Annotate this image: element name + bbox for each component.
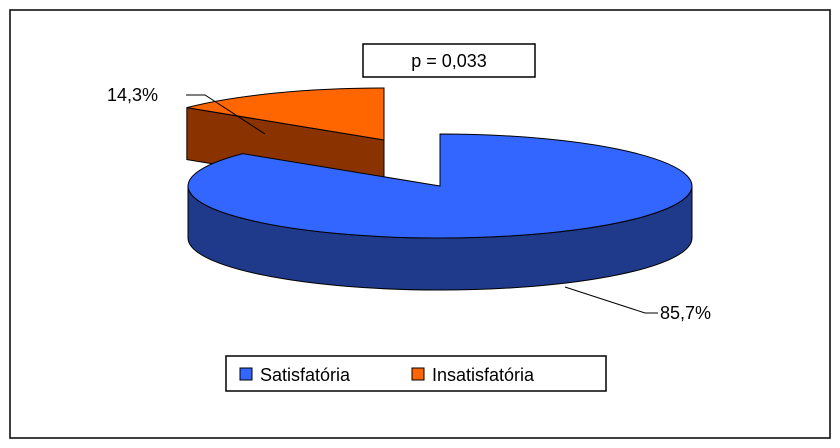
pie-group	[186, 87, 693, 291]
data-label-satisfatoria: 85,7%	[660, 303, 711, 323]
leader-line-insatisfatoria	[186, 94, 266, 135]
pie-slice-satisfatoria	[187, 133, 693, 239]
legend-swatch-satisfatoria	[239, 367, 253, 381]
legend-swatch-insatisfatoria	[411, 367, 425, 381]
annotation-text: p = 0,033	[411, 51, 487, 71]
legend-label-insatisfatoria: Insatisfatória	[432, 365, 535, 385]
data-label-insatisfatoria: 14,3%	[107, 85, 158, 105]
leader-line-satisfatoria	[564, 286, 658, 314]
annotation-box	[362, 43, 536, 78]
legend-label-satisfatoria: Satisfatória	[260, 365, 351, 385]
pie-slice-insatisfatoria	[186, 87, 385, 141]
